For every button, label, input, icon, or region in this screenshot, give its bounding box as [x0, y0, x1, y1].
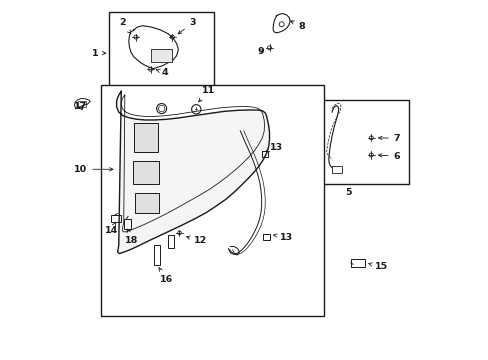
- Text: 12: 12: [186, 236, 207, 245]
- Polygon shape: [116, 91, 269, 253]
- Text: 6: 6: [378, 152, 400, 161]
- Text: 16: 16: [159, 268, 173, 284]
- Text: 10: 10: [74, 165, 113, 174]
- Bar: [332, 166, 342, 173]
- Text: 3: 3: [178, 18, 196, 34]
- Bar: [153, 245, 160, 265]
- Text: 2: 2: [119, 18, 130, 33]
- Text: 8: 8: [290, 21, 305, 31]
- Text: 13: 13: [265, 143, 283, 152]
- Bar: [134, 123, 158, 153]
- Text: 18: 18: [124, 229, 138, 245]
- Text: 11: 11: [198, 86, 215, 102]
- Text: 17: 17: [74, 102, 87, 111]
- Bar: [78, 102, 86, 107]
- Text: 7: 7: [378, 134, 400, 143]
- Bar: [350, 259, 365, 267]
- Bar: [111, 215, 121, 222]
- Bar: [263, 234, 269, 240]
- Text: 5: 5: [345, 188, 351, 197]
- Bar: [133, 161, 159, 184]
- Text: 4: 4: [156, 68, 168, 77]
- Bar: [135, 193, 159, 213]
- Bar: [323, 100, 408, 184]
- Bar: [151, 49, 172, 62]
- Text: 9: 9: [257, 47, 264, 56]
- Bar: [262, 152, 268, 157]
- Text: 15: 15: [368, 262, 387, 271]
- Bar: [168, 235, 174, 248]
- Text: 1: 1: [92, 49, 105, 58]
- Text: 14: 14: [105, 222, 118, 234]
- Bar: [101, 85, 324, 316]
- Bar: [108, 12, 214, 87]
- Bar: [124, 219, 130, 229]
- Text: 13: 13: [273, 233, 292, 242]
